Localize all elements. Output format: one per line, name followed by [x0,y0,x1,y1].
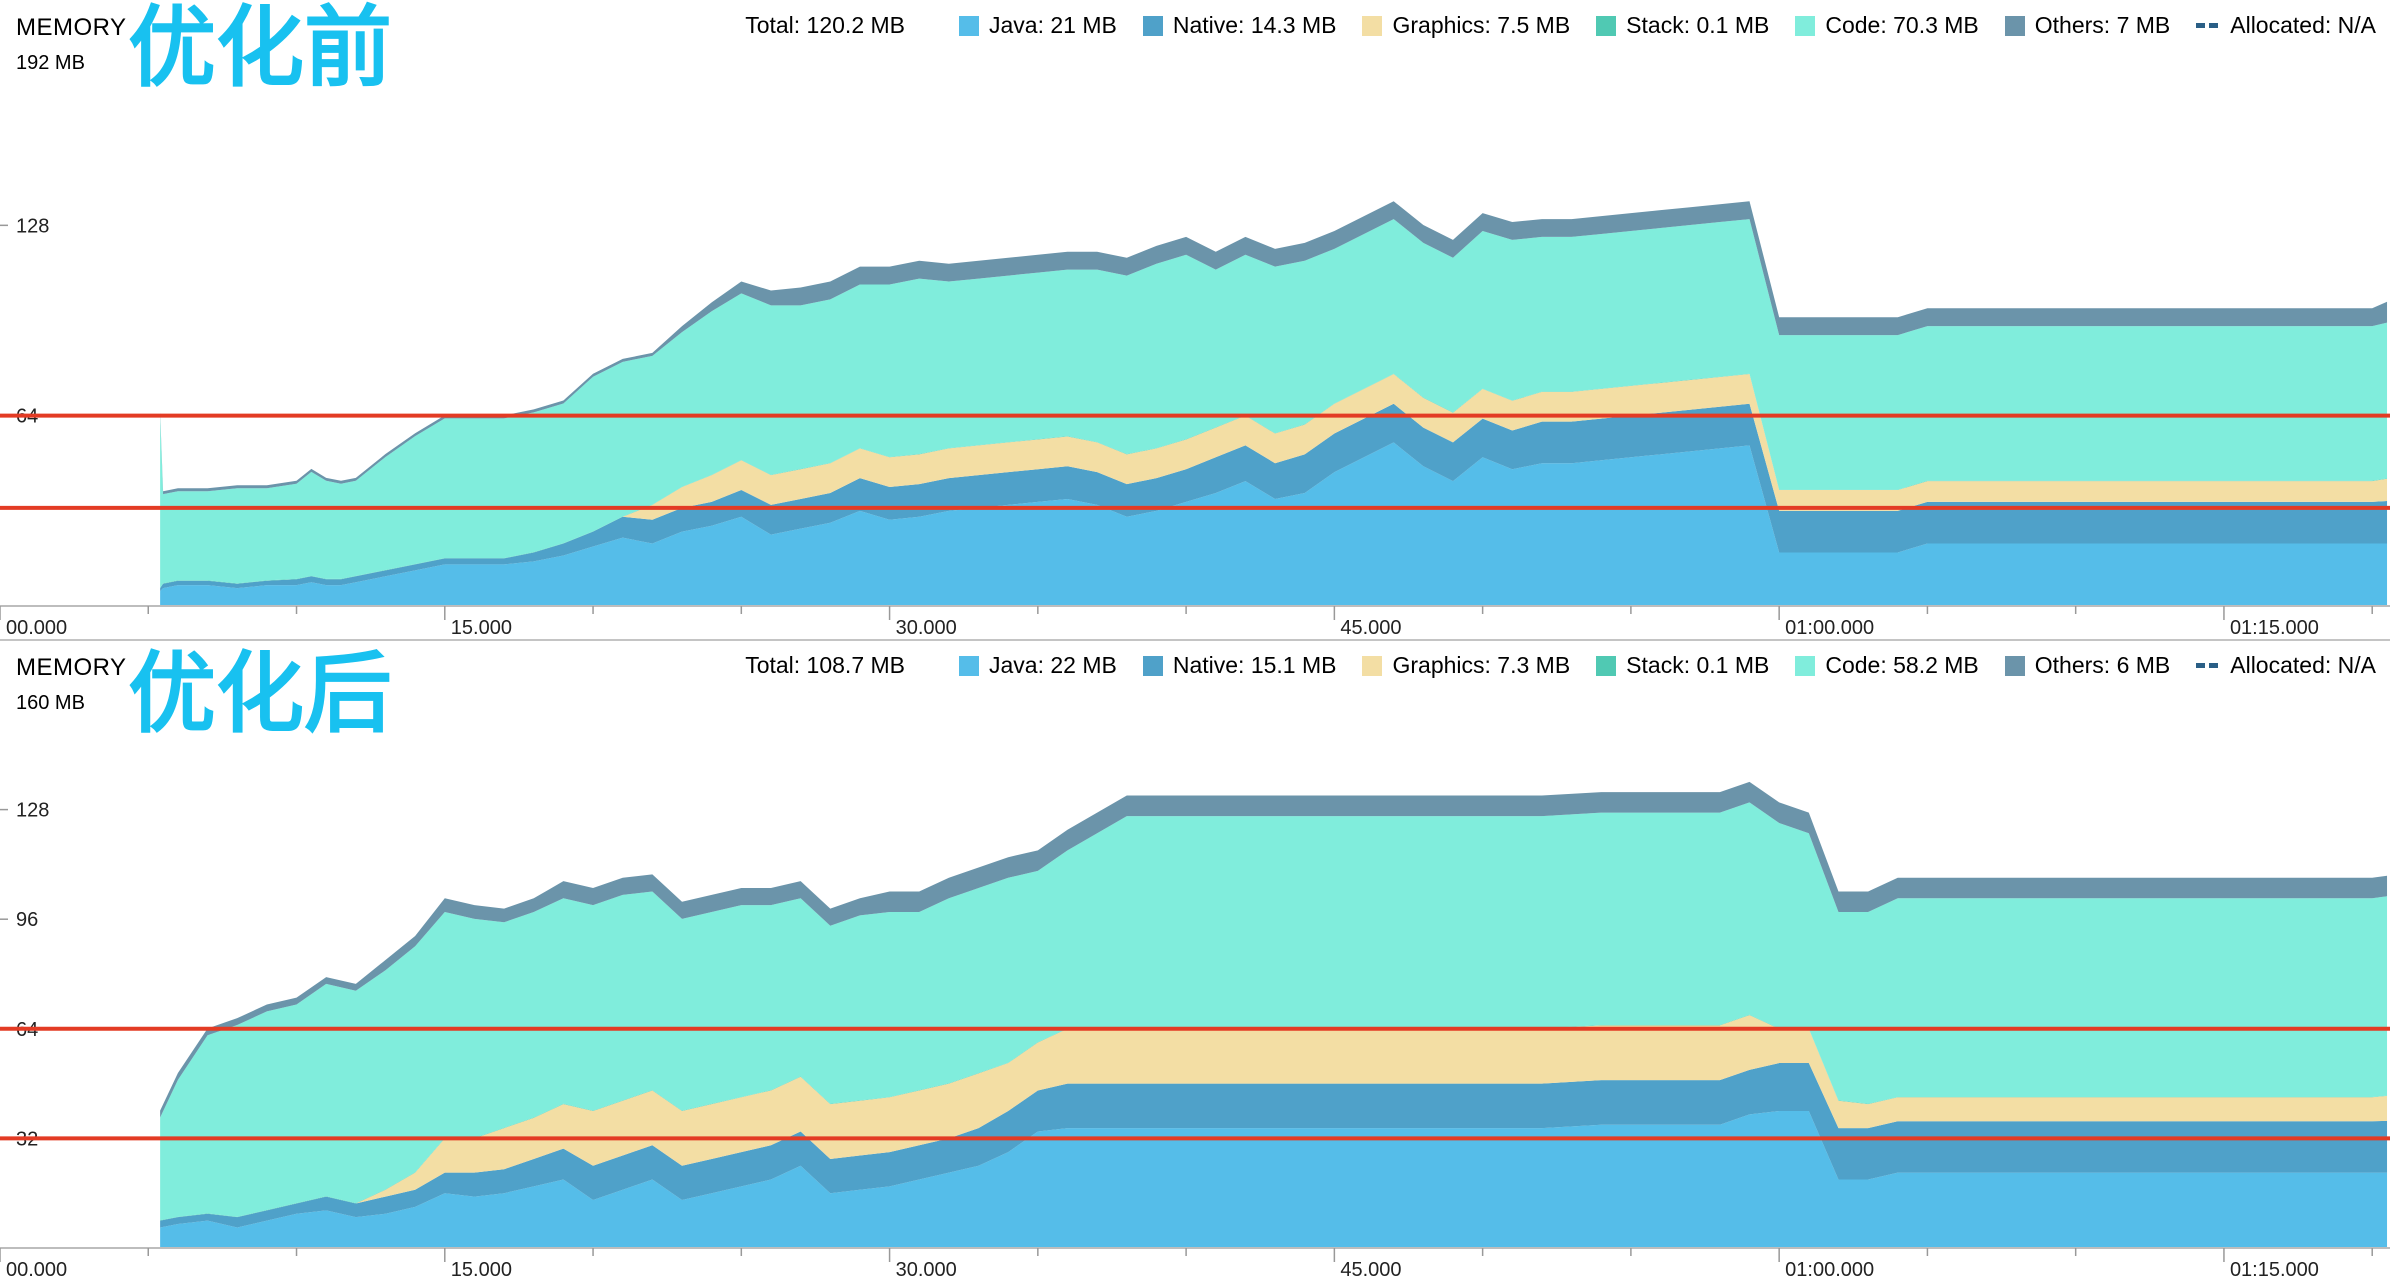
legend-label: Allocated: N/A [2230,652,2376,678]
x-tick-label: 45.000 [1340,617,1401,639]
y-tick-label: 128 [16,800,49,822]
panel-divider [0,639,2390,641]
legend-label: Graphics: 7.3 MB [1392,652,1571,678]
x-tick-label: 30.000 [896,1259,957,1280]
legend-label: Others: 6 MB [2034,652,2171,678]
graphics-swatch [1362,655,1383,676]
legend-item-code: Code: 70.3 MB [1795,12,1979,39]
code-swatch [1795,655,1816,676]
legend-label: Graphics: 7.5 MB [1392,12,1571,38]
y-max-label: 160 MB [16,692,85,714]
panel-header: MEMORY [16,654,127,681]
legend-total: Total: 120.2 MB [745,12,905,38]
legend: Total: 108.7 MB Java: 22 MB Native: 15.1… [745,652,2376,679]
memory-panel-after: 00.000 15.000 30.000 45.000 01:00.000 01:15.0… [0,640,2390,1280]
legend-item-graphics: Graphics: 7.3 MB [1362,652,1570,679]
area-native [160,403,2388,592]
legend-label: Code: 58.2 MB [1825,652,1979,678]
legend-label: Java: 22 MB [989,652,1117,678]
legend-item-code: Code: 58.2 MB [1795,652,1979,679]
panel-title: 优化前 [128,0,393,97]
allocated-dash-icon [2196,23,2219,28]
area-java [160,1111,2388,1248]
legend-label: Native: 15.1 MB [1172,652,1337,678]
legend-total: Total: 108.7 MB [745,652,905,678]
x-tick-label: 30.000 [896,617,957,639]
stack-swatch [1596,655,1617,676]
stack-swatch [1596,15,1617,36]
legend: Total: 120.2 MB Java: 21 MB Native: 14.3… [745,12,2376,39]
memory-chart-before: 00.000 15.000 30.000 45.000 01:00.000 01:15.0… [0,201,2390,639]
area-code [160,219,2388,588]
y-tick-label: 96 [16,909,38,931]
legend-label: Others: 7 MB [2034,12,2171,38]
x-tick-label: 01:15.000 [2230,1259,2319,1280]
legend-item-others: Others: 6 MB [2004,652,2171,679]
legend-item-allocated: Allocated: N/A [2196,652,2376,679]
y-max-label: 192 MB [16,52,85,74]
legend-label: Java: 21 MB [989,12,1117,38]
x-tick-label: 15.000 [451,617,512,639]
x-tick-label: 00.000 [6,1259,67,1280]
java-swatch [959,655,979,676]
x-tick-label: 01:15.000 [2230,617,2319,639]
java-swatch [959,15,979,36]
native-swatch [1142,15,1163,36]
legend-item-native: Native: 14.3 MB [1142,12,1337,39]
panel-header: MEMORY [16,14,127,41]
allocated-dash-icon [2196,663,2219,668]
area-graphics [160,1015,2388,1221]
others-swatch [2004,15,2025,36]
legend-label: Stack: 0.1 MB [1626,12,1770,38]
code-swatch [1795,15,1816,36]
legend-label: Native: 14.3 MB [1172,12,1337,38]
area-others [160,201,2388,495]
legend-item-allocated: Allocated: N/A [2196,12,2376,39]
x-tick-label: 01:00.000 [1785,1259,1874,1280]
others-swatch [2004,655,2025,676]
area-code [160,802,2388,1221]
area-stack [160,373,2388,589]
native-swatch [1142,655,1163,676]
legend-item-java: Java: 21 MB [959,12,1117,39]
legend-item-graphics: Graphics: 7.5 MB [1362,12,1570,39]
x-tick-label: 15.000 [451,1259,512,1280]
x-tick-label: 45.000 [1340,1259,1401,1280]
legend-item-java: Java: 22 MB [959,652,1117,679]
memory-panel-before: 00.000 15.000 30.000 45.000 01:00.000 01:15.0… [0,0,2390,640]
x-tick-label: 01:00.000 [1785,617,1874,639]
legend-item-others: Others: 7 MB [2004,12,2171,39]
legend-label: Code: 70.3 MB [1825,12,1979,38]
graphics-swatch [1362,15,1383,36]
y-tick-label: 128 [16,215,49,237]
legend-item-native: Native: 15.1 MB [1142,652,1337,679]
panel-title: 优化后 [128,644,393,743]
area-java [160,442,2388,606]
memory-chart-after: 00.000 15.000 30.000 45.000 01:00.000 01:15.0… [0,781,2390,1280]
legend-item-stack: Stack: 0.1 MB [1596,12,1769,39]
legend-label: Allocated: N/A [2230,12,2376,38]
x-tick-label: 00.000 [6,617,67,639]
area-native [160,1063,2388,1228]
legend-label: Stack: 0.1 MB [1626,652,1770,678]
legend-item-stack: Stack: 0.1 MB [1596,652,1769,679]
